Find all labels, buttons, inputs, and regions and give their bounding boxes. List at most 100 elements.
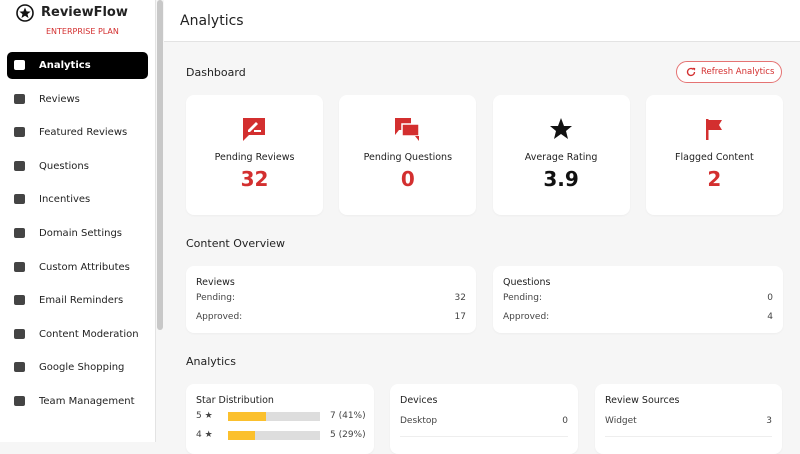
nav-label: Content Moderation xyxy=(39,328,139,340)
nav-item[interactable]: Analytics xyxy=(7,52,148,79)
top-bar: Analytics xyxy=(164,0,800,42)
scrollbar[interactable] xyxy=(157,0,163,330)
stat-value: 2 xyxy=(707,167,722,191)
refresh-label: Refresh Analytics xyxy=(701,67,775,77)
row-value: 0 xyxy=(562,416,568,426)
star-distribution-card: Star Distribution 5 ★ 7 (41%) 4 ★ 5 (29%) xyxy=(186,384,374,454)
nav-label: Domain Settings xyxy=(39,228,122,239)
nav-label: Email Reminders xyxy=(39,295,124,307)
nav-label: Analytics xyxy=(39,60,91,71)
nav-item[interactable]: Reviews xyxy=(7,86,148,113)
page: ReviewFlow ENTERPRISE PLAN Analytics Revi… xyxy=(0,0,800,442)
stat-card: Flagged Content 2 xyxy=(645,95,783,215)
row-label: Pending: xyxy=(503,293,543,303)
bar xyxy=(228,412,266,421)
nav-item[interactable]: Incentives xyxy=(7,186,148,213)
star-label: 5 ★ xyxy=(196,411,213,421)
row-label: Widget xyxy=(605,416,637,426)
nav-item[interactable]: Content Moderation xyxy=(7,321,148,348)
nav-item[interactable]: Team Management xyxy=(7,388,148,415)
stat-label: Average Rating xyxy=(524,152,598,163)
stat-value: 0 xyxy=(400,167,415,191)
row-value: 32 xyxy=(454,293,466,303)
nav-icon xyxy=(14,93,25,104)
nav-label: Reviews xyxy=(39,93,80,105)
nav-label: Incentives xyxy=(39,194,91,206)
overview-panel: Questions Pending: 0 Approved: 4 xyxy=(493,266,783,333)
row-divider xyxy=(400,436,568,437)
card-title: Review Sources xyxy=(605,395,680,406)
section-title: Dashboard xyxy=(186,66,246,79)
logo xyxy=(16,4,34,22)
row-value: 17 xyxy=(454,312,466,322)
nav-item[interactable]: Domain Settings xyxy=(7,220,148,247)
bar-track xyxy=(228,431,320,440)
star-label: 4 ★ xyxy=(196,430,213,440)
row-value: 4 xyxy=(767,312,773,322)
bar xyxy=(228,431,255,440)
panel-row: Approved: 4 xyxy=(503,312,773,322)
nav-icon xyxy=(14,362,25,373)
stat-value: 3.9 xyxy=(543,167,579,191)
stat-card: Pending Reviews 32 xyxy=(186,95,323,215)
nav-icon xyxy=(14,228,25,238)
stat-value: 32 xyxy=(240,167,269,191)
stat-label: Pending Reviews xyxy=(214,152,295,163)
nav-label: Featured Reviews xyxy=(39,127,128,139)
nav-label: Team Management xyxy=(39,396,135,407)
refresh-button[interactable]: Refresh Analytics xyxy=(676,61,782,83)
nav-label: Google Shopping xyxy=(39,362,125,374)
nav-label: Custom Attributes xyxy=(39,261,130,273)
page-title: Analytics xyxy=(180,13,244,29)
nav-icon xyxy=(14,261,25,272)
nav-icon xyxy=(14,127,25,138)
nav-item[interactable]: Featured Reviews xyxy=(7,119,148,146)
bar-label: 7 (41%) xyxy=(330,411,366,421)
row-label: Approved: xyxy=(196,312,243,322)
card-title: Star Distribution xyxy=(196,395,274,406)
nav-item[interactable]: Custom Attributes xyxy=(7,254,148,281)
nav-icon xyxy=(14,396,25,406)
stat-label: Flagged Content xyxy=(675,152,754,163)
stat-card: Pending Questions 0 xyxy=(339,95,477,215)
card-title: Devices xyxy=(400,395,438,406)
plan: ENTERPRISE PLAN xyxy=(46,27,119,36)
devices-card: Devices Desktop 0 xyxy=(390,384,578,454)
panel-title: Reviews xyxy=(196,277,235,288)
brand: ReviewFlow xyxy=(41,5,128,20)
panel-row: Pending: 32 xyxy=(196,293,466,303)
card-row: Desktop 0 xyxy=(400,416,568,426)
stat-label: Pending Questions xyxy=(363,152,453,163)
row-label: Desktop xyxy=(400,416,438,426)
nav-icon xyxy=(14,160,25,171)
bar-track xyxy=(228,412,320,421)
stat-icon xyxy=(395,118,420,141)
nav-item[interactable]: Email Reminders xyxy=(7,287,148,314)
nav-item[interactable]: Questions xyxy=(7,153,148,180)
nav-icon xyxy=(14,194,25,205)
nav-icon xyxy=(14,295,25,306)
nav-label: Questions xyxy=(39,160,89,172)
bar-label: 5 (29%) xyxy=(330,430,366,440)
stat-icon xyxy=(705,119,722,140)
row-divider xyxy=(605,436,772,437)
nav-icon xyxy=(14,60,25,70)
overview-panel: Reviews Pending: 32 Approved: 17 xyxy=(186,266,476,333)
stat-icon xyxy=(243,118,265,141)
section-title: Analytics xyxy=(186,355,236,368)
refresh-icon xyxy=(686,67,696,77)
review-sources-card: Review Sources Widget 3 xyxy=(595,384,782,454)
stat-card: Average Rating 3.9 xyxy=(492,95,630,215)
panel-row: Approved: 17 xyxy=(196,312,466,322)
stat-icon xyxy=(549,118,572,139)
panel-row: Pending: 0 xyxy=(503,293,773,303)
section-title: Content Overview xyxy=(186,237,286,250)
card-row: Widget 3 xyxy=(605,416,772,426)
nav-item[interactable]: Google Shopping xyxy=(7,354,148,381)
row-value: 3 xyxy=(766,416,772,426)
row-value: 0 xyxy=(767,293,773,303)
row-label: Approved: xyxy=(503,312,550,322)
sidebar: ReviewFlow ENTERPRISE PLAN Analytics Revi… xyxy=(0,0,156,442)
row-label: Pending: xyxy=(196,293,236,303)
nav-icon xyxy=(14,328,25,339)
